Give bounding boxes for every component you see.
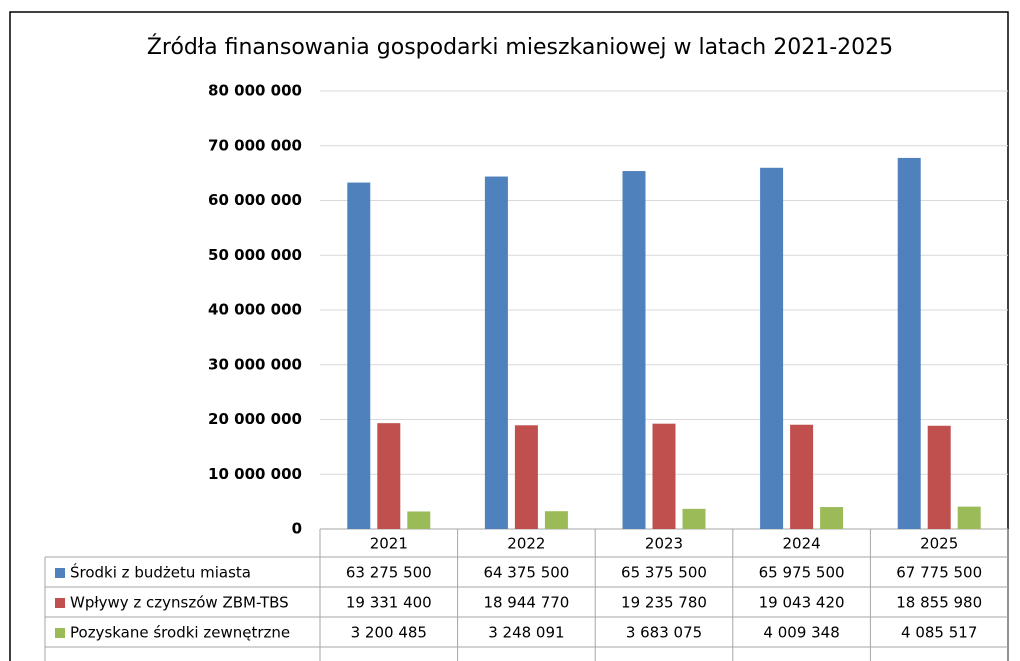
table-value: 19 235 780 (621, 594, 707, 612)
table-value: 18 855 980 (896, 594, 982, 612)
legend-label: Wpływy z czynszów ZBM-TBS (70, 594, 289, 612)
x-tick-label: 2023 (645, 535, 683, 553)
y-tick-label: 50 000 000 (208, 246, 302, 264)
y-tick-label: 30 000 000 (208, 355, 302, 373)
y-tick-label: 60 000 000 (208, 191, 302, 209)
y-tick-label: 80 000 000 (208, 82, 302, 100)
bar (760, 167, 784, 530)
legend-swatch (55, 628, 65, 638)
y-tick-label: 10 000 000 (208, 465, 302, 483)
bar (652, 423, 676, 529)
bar (377, 423, 401, 529)
legend-label: Pozyskane środki zewnętrzne (70, 624, 290, 642)
legend-swatch (55, 568, 65, 578)
bar (514, 425, 538, 529)
y-tick-label: 20 000 000 (208, 410, 302, 428)
table-value: 3 248 091 (488, 624, 564, 642)
bar (484, 176, 508, 530)
x-tick-label: 2021 (370, 535, 408, 553)
bar (790, 424, 814, 529)
table-value: 18 944 770 (483, 594, 569, 612)
bar (682, 508, 706, 529)
bar (347, 182, 371, 529)
table-value: 64 375 500 (483, 564, 569, 582)
table-value: 65 975 500 (759, 564, 845, 582)
x-tick-label: 2025 (920, 535, 958, 553)
bar (897, 157, 921, 529)
frame (9, 11, 1009, 661)
y-tick-label: 70 000 000 (208, 136, 302, 154)
x-tick-label: 2024 (783, 535, 821, 553)
y-tick-label: 0 (292, 520, 302, 538)
y-tick-label: 40 000 000 (208, 301, 302, 319)
chart-title: Źródła finansowania gospodarki mieszkani… (147, 34, 893, 60)
table-value: 3 683 075 (626, 624, 702, 642)
table-value: 4 009 348 (763, 624, 839, 642)
bar (622, 171, 646, 529)
table-value: 19 043 420 (759, 594, 845, 612)
legend-swatch (55, 598, 65, 608)
table-value: 67 775 500 (896, 564, 982, 582)
bar (957, 506, 981, 529)
bar (407, 511, 431, 529)
table-value: 19 331 400 (346, 594, 432, 612)
bar (544, 511, 568, 529)
table-value: 3 200 485 (351, 624, 427, 642)
x-tick-label: 2022 (507, 535, 545, 553)
table-value: 63 275 500 (346, 564, 432, 582)
table-value: 4 085 517 (901, 624, 977, 642)
bar (927, 425, 951, 529)
table-value: 65 375 500 (621, 564, 707, 582)
bar (820, 507, 844, 529)
legend-label: Środki z budżetu miasta (70, 563, 251, 582)
